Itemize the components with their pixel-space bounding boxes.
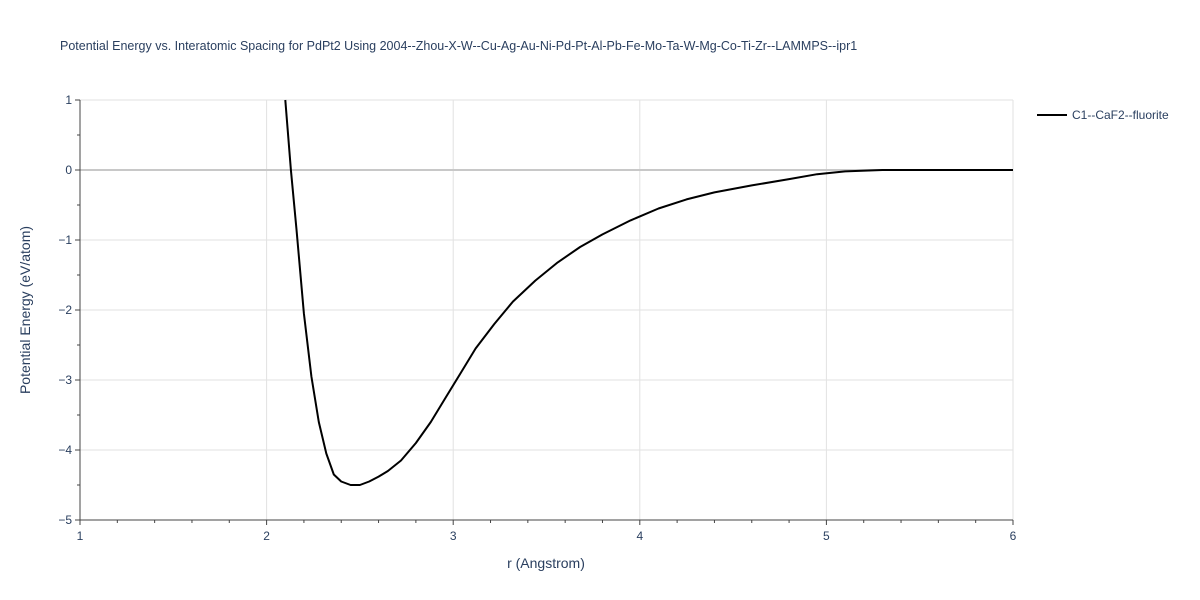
y-axis-title: Potential Energy (eV/atom) [17,226,33,394]
x-ticks: 1 2 3 4 5 6 [77,529,1017,543]
y-ticks: 1 0 −1 −2 −3 −4 −5 [58,93,72,527]
y-tick-label: −4 [58,443,72,457]
legend-label: C1--CaF2--fluorite [1072,108,1169,122]
y-tick-label: −5 [58,513,72,527]
y-tick-label: 0 [65,163,72,177]
grid [80,99,1014,520]
y-tick-label: −3 [58,373,72,387]
axes [75,99,1014,525]
x-tick-label: 4 [636,529,643,543]
x-tick-label: 6 [1010,529,1017,543]
x-tick-label: 5 [823,529,830,543]
y-tick-label: −1 [58,233,72,247]
y-tick-label: −2 [58,303,72,317]
legend[interactable]: C1--CaF2--fluorite [1037,108,1169,122]
series-line [284,99,1013,486]
x-tick-label: 1 [77,529,84,543]
x-axis-title: r (Angstrom) [507,555,585,571]
series-layer [284,99,1013,486]
x-tick-label: 3 [450,529,457,543]
y-tick-label: 1 [65,93,72,107]
chart-title: Potential Energy vs. Interatomic Spacing… [60,39,857,53]
x-tick-label: 2 [263,529,270,543]
